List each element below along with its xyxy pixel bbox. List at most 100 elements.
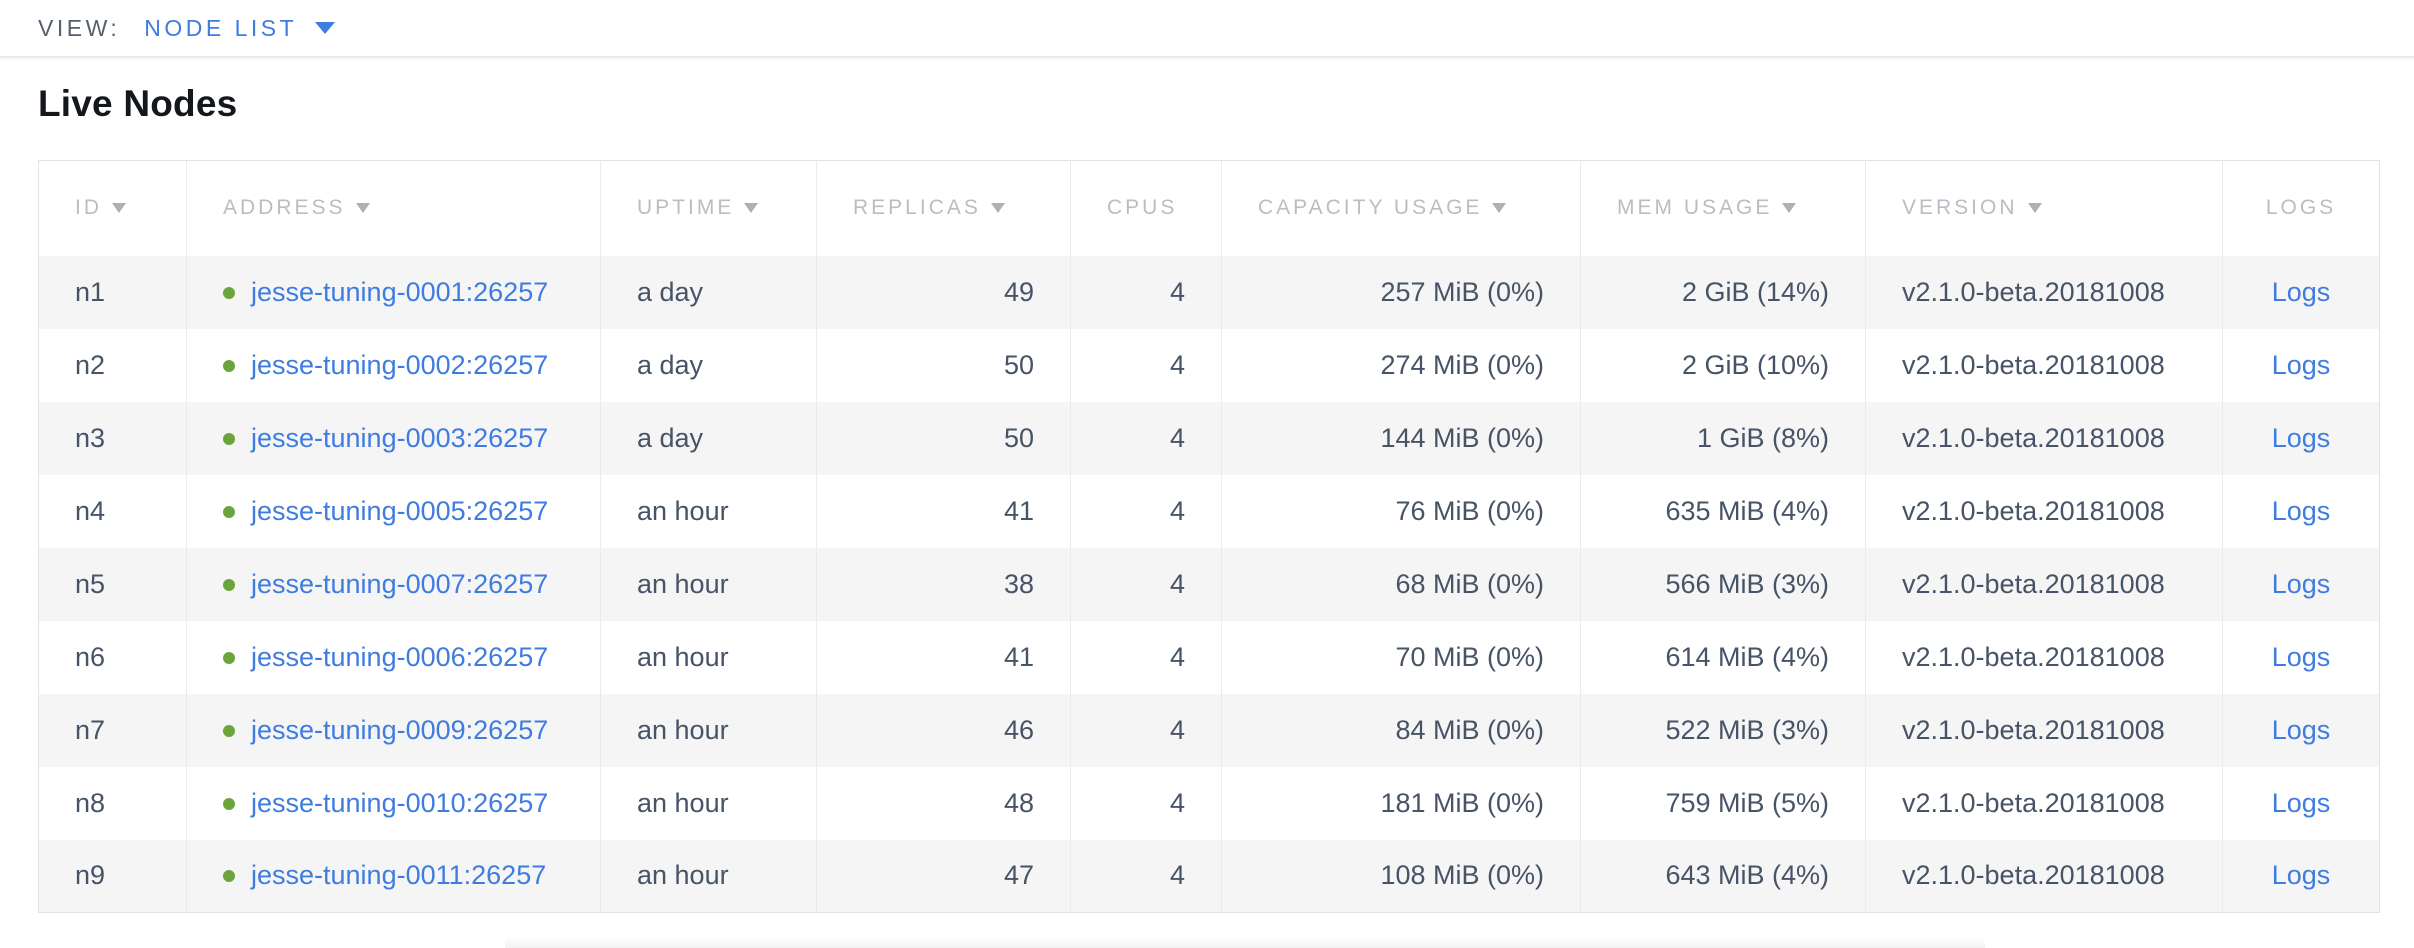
table-header-row: ID ADDRESS UPTIME REPLICAS CPUS CAPACITY…: [38, 160, 2380, 256]
sort-desc-icon: [112, 203, 126, 214]
node-id-cell: n3: [75, 422, 106, 453]
node-address-link[interactable]: jesse-tuning-0003:26257: [251, 422, 549, 453]
logs-cell: Logs: [2222, 693, 2380, 767]
uptime-cell: an hour: [600, 474, 817, 548]
version-cell: v2.1.0-beta.20181008: [1865, 693, 2223, 767]
logs-cell: Logs: [2222, 474, 2380, 548]
table-row: n7 jesse-tuning-0009:26257 an hour 46 4 …: [38, 693, 2380, 767]
table-row: n5 jesse-tuning-0007:26257 an hour 38 4 …: [38, 547, 2380, 621]
logs-link[interactable]: Logs: [2271, 641, 2331, 672]
node-id-cell: n4: [75, 495, 106, 526]
page-title: Live Nodes: [38, 83, 238, 124]
node-address-link[interactable]: jesse-tuning-0009:26257: [251, 714, 549, 745]
node-address-link[interactable]: jesse-tuning-0010:26257: [251, 787, 549, 818]
capacity-usage-cell: 108 MiB (0%): [1221, 839, 1581, 913]
col-header-logs: LOGS: [2222, 160, 2380, 256]
col-header-address[interactable]: ADDRESS: [186, 160, 601, 256]
cpus-cell: 4: [1070, 328, 1222, 402]
logs-cell: Logs: [2222, 255, 2380, 329]
logs-link[interactable]: Logs: [2271, 568, 2331, 599]
uptime-cell: an hour: [600, 766, 817, 840]
node-address-cell: jesse-tuning-0002:26257: [186, 328, 601, 402]
node-id-cell: n1: [75, 276, 106, 307]
logs-link[interactable]: Logs: [2271, 276, 2331, 307]
node-address-link[interactable]: jesse-tuning-0002:26257: [251, 349, 549, 380]
capacity-usage-cell: 257 MiB (0%): [1221, 255, 1581, 329]
logs-link[interactable]: Logs: [2271, 422, 2331, 453]
col-header-label: CAPACITY USAGE: [1258, 196, 1483, 220]
logs-cell: Logs: [2222, 547, 2380, 621]
mem-usage-cell: 614 MiB (4%): [1580, 620, 1866, 694]
uptime-cell: an hour: [600, 620, 817, 694]
col-header-capacity-usage[interactable]: CAPACITY USAGE: [1221, 160, 1581, 256]
table-row: n1 jesse-tuning-0001:26257 a day 49 4 25…: [38, 255, 2380, 329]
mem-usage-cell: 2 GiB (14%): [1580, 255, 1866, 329]
col-header-replicas[interactable]: REPLICAS: [816, 160, 1071, 256]
table-row: n2 jesse-tuning-0002:26257 a day 50 4 27…: [38, 328, 2380, 402]
version-cell: v2.1.0-beta.20181008: [1865, 328, 2223, 402]
node-id-cell: n5: [75, 568, 106, 599]
node-address-link[interactable]: jesse-tuning-0011:26257: [251, 860, 547, 891]
col-header-id[interactable]: ID: [38, 160, 187, 256]
node-live-icon: [223, 432, 235, 445]
logs-link[interactable]: Logs: [2271, 495, 2331, 526]
cpus-cell: 4: [1070, 693, 1222, 767]
view-dropdown[interactable]: NODE LIST: [144, 15, 336, 42]
replicas-cell: 50: [816, 401, 1071, 475]
node-address-link[interactable]: jesse-tuning-0001:26257: [251, 276, 549, 307]
table-row: n4 jesse-tuning-0005:26257 an hour 41 4 …: [38, 474, 2380, 548]
sort-desc-icon: [355, 203, 370, 214]
replicas-cell: 48: [816, 766, 1071, 840]
col-header-label: LOGS: [2265, 196, 2337, 220]
replicas-cell: 47: [816, 839, 1071, 913]
col-header-label: MEM USAGE: [1617, 196, 1773, 220]
cpus-cell: 4: [1070, 620, 1222, 694]
version-cell: v2.1.0-beta.20181008: [1865, 255, 2223, 329]
col-header-label: REPLICAS: [853, 196, 981, 220]
node-address-link[interactable]: jesse-tuning-0005:26257: [251, 495, 549, 526]
uptime-cell: an hour: [600, 547, 817, 621]
col-header-uptime[interactable]: UPTIME: [600, 160, 817, 256]
node-address-link[interactable]: jesse-tuning-0006:26257: [251, 641, 549, 672]
uptime-cell: a day: [600, 255, 817, 329]
node-id-cell: n8: [75, 787, 106, 818]
sort-desc-icon: [744, 203, 759, 214]
logs-link[interactable]: Logs: [2271, 714, 2331, 745]
uptime-cell: an hour: [600, 693, 817, 767]
node-live-icon: [223, 359, 235, 372]
logs-cell: Logs: [2222, 620, 2380, 694]
uptime-cell: a day: [600, 328, 817, 402]
col-header-label: CPUS: [1107, 196, 1178, 220]
node-id-cell: n7: [75, 714, 106, 745]
mem-usage-cell: 2 GiB (10%): [1580, 328, 1866, 402]
node-live-icon: [223, 797, 235, 810]
table-row: n8 jesse-tuning-0010:26257 an hour 48 4 …: [38, 766, 2380, 840]
node-address-cell: jesse-tuning-0006:26257: [186, 620, 601, 694]
capacity-usage-cell: 274 MiB (0%): [1221, 328, 1581, 402]
logs-link[interactable]: Logs: [2271, 860, 2331, 891]
col-header-version[interactable]: VERSION: [1865, 160, 2223, 256]
caret-down-icon: [315, 22, 336, 34]
cpus-cell: 4: [1070, 255, 1222, 329]
node-address-cell: jesse-tuning-0011:26257: [186, 839, 601, 913]
table-row: n3 jesse-tuning-0003:26257 a day 50 4 14…: [38, 401, 2380, 475]
version-cell: v2.1.0-beta.20181008: [1865, 401, 2223, 475]
node-live-icon: [223, 578, 235, 591]
live-nodes-table: ID ADDRESS UPTIME REPLICAS CPUS CAPACITY…: [38, 160, 2380, 913]
node-id-cell: n6: [75, 641, 106, 672]
cpus-cell: 4: [1070, 474, 1222, 548]
sort-desc-icon: [1492, 203, 1507, 214]
node-address-cell: jesse-tuning-0001:26257: [186, 255, 601, 329]
logs-link[interactable]: Logs: [2271, 787, 2331, 818]
node-address-link[interactable]: jesse-tuning-0007:26257: [251, 568, 549, 599]
node-live-icon: [223, 651, 235, 664]
version-cell: v2.1.0-beta.20181008: [1865, 839, 2223, 913]
col-header-mem-usage[interactable]: MEM USAGE: [1580, 160, 1866, 256]
table-row: n9 jesse-tuning-0011:26257 an hour 47 4 …: [38, 839, 2380, 913]
sort-desc-icon: [990, 203, 1005, 214]
replicas-cell: 46: [816, 693, 1071, 767]
col-header-label: UPTIME: [637, 196, 735, 220]
replicas-cell: 38: [816, 547, 1071, 621]
logs-link[interactable]: Logs: [2271, 349, 2331, 380]
replicas-cell: 50: [816, 328, 1071, 402]
